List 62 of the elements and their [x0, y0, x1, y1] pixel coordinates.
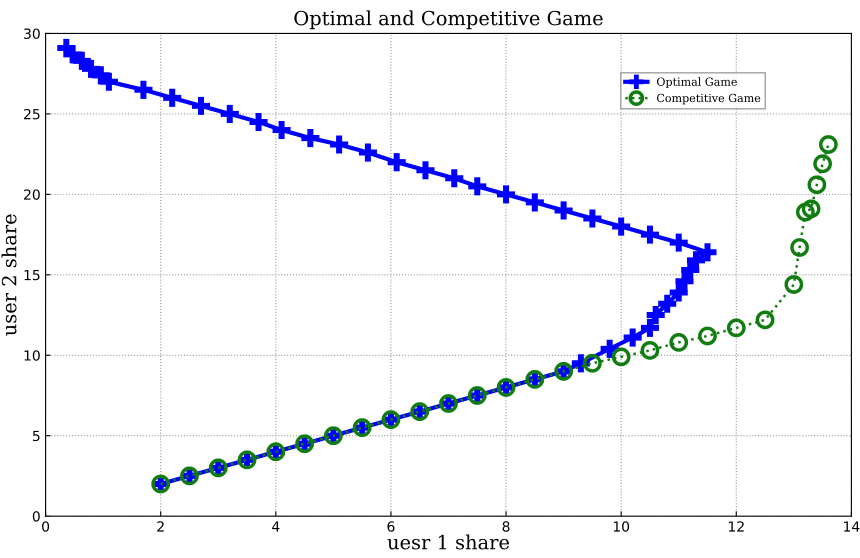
point	[726, 318, 746, 338]
y-tick-label: 10	[24, 350, 40, 361]
x-tick-label: 6	[387, 521, 394, 532]
point	[583, 209, 602, 228]
point	[784, 275, 804, 294]
x-tick-label: 4	[272, 521, 280, 532]
point	[445, 169, 464, 188]
point	[698, 326, 717, 346]
point	[790, 238, 809, 257]
point	[220, 104, 239, 123]
point	[416, 161, 434, 180]
point	[134, 80, 152, 99]
point	[388, 153, 406, 172]
y-tick-label: 20	[24, 189, 40, 200]
point	[640, 341, 660, 360]
point	[163, 88, 182, 107]
point	[646, 306, 665, 324]
y-tick-label: 30	[24, 28, 40, 39]
point	[819, 135, 838, 154]
legend-label: Competitive Game	[656, 94, 760, 104]
point	[330, 135, 348, 154]
point	[583, 354, 602, 373]
point	[796, 202, 815, 222]
x-axis-title: uesr 1 share	[388, 534, 509, 550]
y-axis-title: user 2 share	[1, 214, 16, 336]
point	[250, 112, 268, 131]
point	[658, 294, 676, 313]
point	[301, 129, 320, 148]
point	[554, 201, 573, 220]
x-tick-label: 10	[614, 521, 630, 532]
point	[698, 243, 717, 262]
point	[669, 333, 688, 352]
point	[640, 226, 659, 244]
y-tick-label: 15	[24, 270, 40, 280]
point	[640, 318, 659, 337]
point	[526, 193, 544, 212]
point	[802, 199, 820, 218]
point	[675, 272, 694, 290]
point	[358, 144, 377, 162]
point	[192, 96, 210, 115]
point	[612, 347, 631, 366]
chart-title: Optimal and Competitive Game	[294, 10, 603, 30]
x-tick-label: 12	[728, 521, 744, 532]
point	[670, 234, 688, 252]
legend-label: Optimal Game	[656, 77, 737, 88]
point	[624, 328, 642, 347]
point	[468, 177, 486, 196]
x-tick-label: 2	[157, 521, 164, 532]
x-tick-label: 0	[42, 521, 50, 532]
point	[813, 154, 832, 174]
point	[272, 120, 291, 140]
point	[670, 283, 688, 302]
point	[756, 310, 774, 330]
x-tick-label: 14	[844, 521, 860, 532]
y-tick-label: 5	[32, 430, 40, 442]
x-tick-label: 8	[502, 521, 510, 532]
point	[57, 38, 76, 57]
point	[807, 175, 826, 194]
y-tick-label: 25	[24, 108, 40, 120]
y-tick-label: 0	[32, 511, 40, 522]
point	[497, 185, 516, 204]
point	[612, 218, 630, 236]
